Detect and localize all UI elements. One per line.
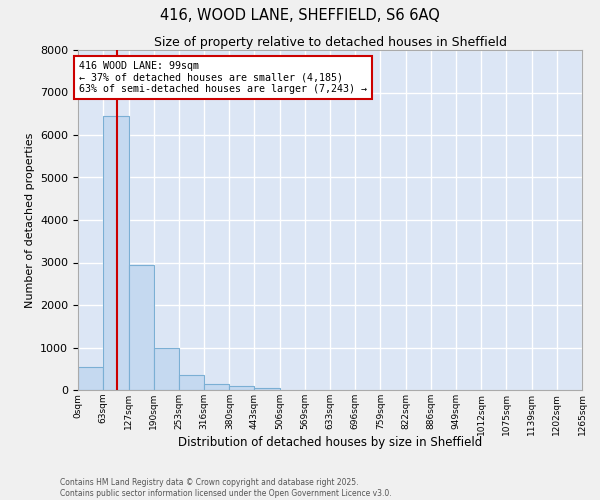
Bar [154,348,179,390]
X-axis label: Distribution of detached houses by size in Sheffield: Distribution of detached houses by size … [178,436,482,450]
Bar [128,264,154,390]
Title: Size of property relative to detached houses in Sheffield: Size of property relative to detached ho… [154,36,506,49]
Text: Contains HM Land Registry data © Crown copyright and database right 2025.
Contai: Contains HM Land Registry data © Crown c… [60,478,392,498]
Bar [229,386,254,390]
Y-axis label: Number of detached properties: Number of detached properties [25,132,35,308]
Bar [204,384,229,390]
Bar [78,366,103,390]
Text: 416, WOOD LANE, SHEFFIELD, S6 6AQ: 416, WOOD LANE, SHEFFIELD, S6 6AQ [160,8,440,22]
Text: 416 WOOD LANE: 99sqm
← 37% of detached houses are smaller (4,185)
63% of semi-de: 416 WOOD LANE: 99sqm ← 37% of detached h… [79,60,367,94]
Bar [254,388,280,390]
Bar [103,116,128,390]
Bar [179,375,204,390]
